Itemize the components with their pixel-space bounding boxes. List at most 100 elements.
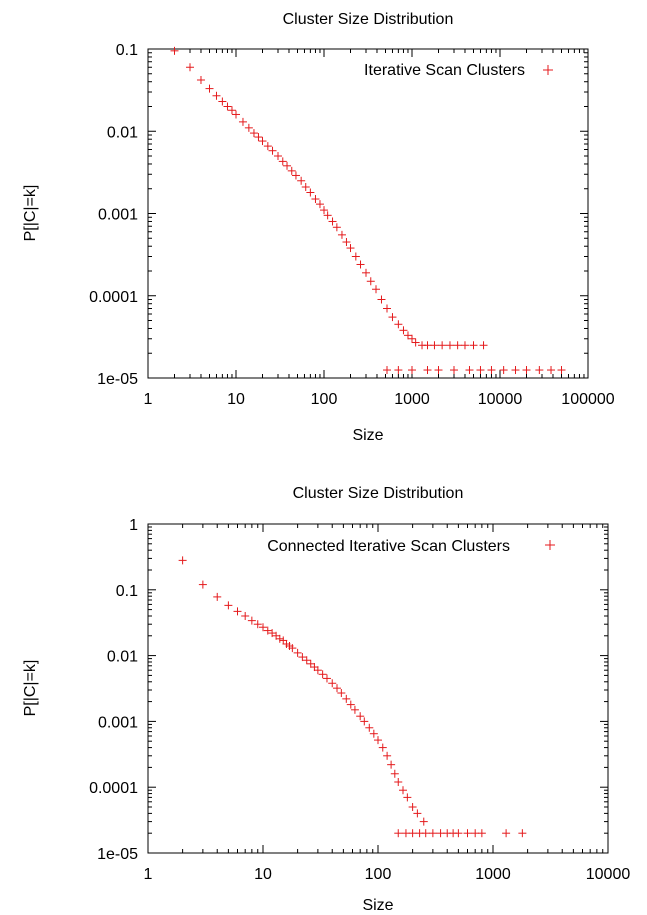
data-point [218,97,227,106]
x-tick-label: 10000 [478,391,523,408]
data-point [403,331,412,340]
data-point [275,634,284,643]
y-axis-label: P[|C|=k] [22,185,39,242]
y-tick-label: 1e-05 [97,371,138,388]
legend-plus-marker [545,540,555,550]
data-point [394,366,403,375]
data-point [518,829,527,838]
data-point [511,366,520,375]
x-tick-label: 100 [365,866,392,883]
data-point [465,366,474,375]
y-tick-label: 0.01 [107,124,138,141]
data-point [287,166,296,175]
data-point [346,700,355,709]
data-point [383,304,392,313]
data-point [293,648,302,657]
data-point [337,689,346,698]
legend-label: Connected Iterative Scan Clusters [267,538,510,555]
data-point [320,206,328,215]
x-tick-labels: 1 10 100 1000 10000 100000 [144,391,615,408]
data-point [411,338,420,347]
data-point [302,656,311,665]
chart-title: Cluster Size Distribution [283,11,454,28]
data-point [328,679,337,688]
data-point [298,653,307,662]
data-point [383,751,392,760]
axis-ticks [147,48,589,379]
data-point [254,133,263,142]
data-point [346,244,355,253]
data-point [366,277,375,286]
data-point [423,341,432,350]
chart-bottom: Cluster Size Distribution 1 10 100 1000 1000… [22,485,630,914]
data-point [288,644,297,653]
legend: Connected Iterative Scan Clusters [267,538,555,555]
data-point [283,161,292,170]
data-point [430,341,439,350]
data-point [476,366,485,375]
legend-label: Iterative Scan Clusters [364,62,525,79]
data-point [279,636,288,645]
data-point [438,341,447,350]
data-point [185,63,194,72]
data-point [383,366,392,375]
data-point [454,829,463,838]
data-point [351,252,360,261]
data-point [408,829,417,838]
data-point [535,366,544,375]
x-tick-label: 1 [144,866,153,883]
data-point [241,611,250,620]
data-point [369,729,378,738]
data-point [469,341,478,350]
data-point [477,829,486,838]
chart-title: Cluster Size Distribution [293,485,464,502]
data-points [170,46,566,375]
plot-frame [147,48,589,379]
data-point [301,182,310,191]
data-point [394,777,403,786]
data-point [315,200,324,209]
data-point [428,829,437,838]
data-point [297,176,306,185]
data-point [453,341,462,350]
data-point [244,123,253,132]
data-point [332,223,341,232]
y-axis-label: P[|C|=k] [22,660,39,717]
data-point [322,674,331,683]
data-point [311,195,320,204]
data-point [247,616,256,625]
data-point [557,366,566,375]
data-point [463,829,472,838]
y-tick-label: 0.0001 [89,780,138,797]
y-tick-labels: 1e-05 0.0001 0.001 0.01 0.1 [89,42,138,388]
x-tick-label: 1000 [394,391,430,408]
y-tick-label: 1e-05 [97,846,138,863]
data-point [372,285,381,294]
data-point [419,817,428,826]
data-point [387,760,396,769]
data-point [471,829,480,838]
data-point [374,736,382,745]
data-point [403,793,412,802]
chart-top: Cluster Size Distribution 1 10 100 1000 1000… [22,11,615,444]
data-point [306,659,315,668]
data-point [291,171,300,180]
data-point [487,366,496,375]
y-tick-labels: 1e-05 0.0001 0.001 0.01 0.1 1 [89,517,138,863]
data-point [421,829,430,838]
data-point [278,157,287,166]
data-point [408,334,416,343]
x-axis-label: Size [362,897,393,914]
data-point [350,705,359,714]
data-point [227,106,236,115]
data-point [205,84,214,93]
y-tick-label: 0.1 [116,42,138,59]
data-point [360,717,369,726]
data-point [408,803,417,812]
x-axis-label: Size [352,427,383,444]
x-tick-label: 10000 [586,866,631,883]
data-point [268,146,277,155]
x-tick-label: 10 [254,866,272,883]
data-point [170,46,179,55]
